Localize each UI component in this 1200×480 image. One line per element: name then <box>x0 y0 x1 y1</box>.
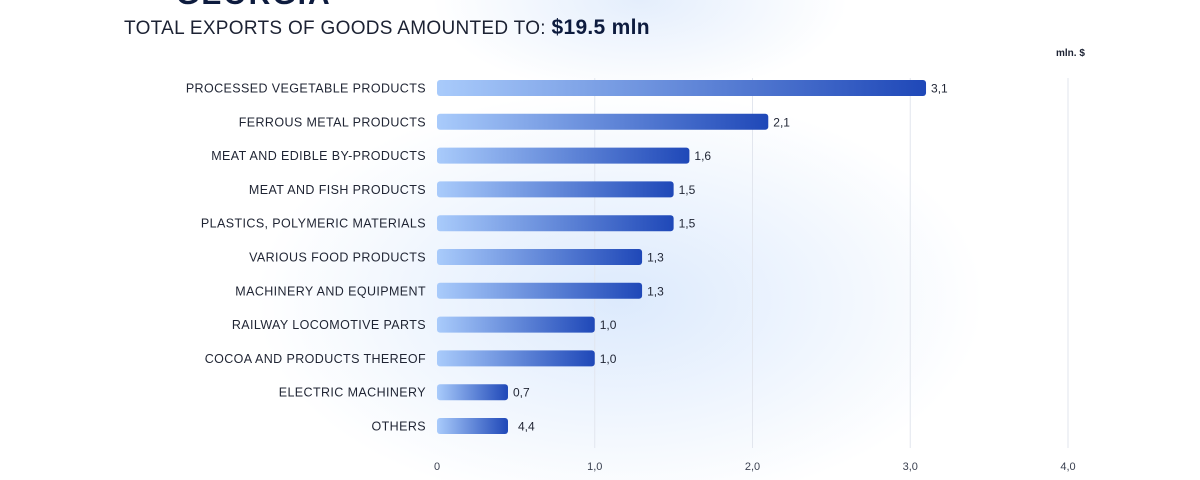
bars <box>437 80 927 434</box>
category-label: MACHINERY AND EQUIPMENT <box>235 284 426 298</box>
bar <box>437 384 508 401</box>
bar <box>437 249 643 265</box>
x-tick-label: 0 <box>434 461 440 473</box>
category-labels: PROCESSED VEGETABLE PRODUCTS 3,1 FERROUS M… <box>186 82 948 434</box>
category-label: FERROUS METAL PRODUCTS <box>239 115 426 129</box>
x-tick-label: 3,0 <box>903 461 918 473</box>
bar <box>437 80 927 96</box>
x-axis-ticks: 0 1,0 2,0 3,0 4,0 <box>434 461 1076 473</box>
category-label: OTHERS <box>372 420 427 434</box>
value-label: 1,5 <box>679 183 696 197</box>
value-label: 1,5 <box>679 217 696 231</box>
category-label: COCOA AND PRODUCTS THEREOF <box>205 352 426 366</box>
category-label: MEAT AND EDIBLE BY-PRODUCTS <box>211 149 426 163</box>
value-label: 1,0 <box>600 318 617 332</box>
unit-label: mln. $ <box>1056 48 1085 59</box>
bar <box>437 113 769 130</box>
headline-prefix: TOTAL EXPORTS OF GOODS AMOUNTED TO: <box>124 18 546 39</box>
bar <box>437 147 690 164</box>
x-tick-label: 4,0 <box>1060 461 1075 473</box>
category-label: RAILWAY LOCOMOTIVE PARTS <box>232 318 426 332</box>
headline-amount: $19.5 mln <box>551 16 650 39</box>
bar <box>437 181 674 198</box>
value-label: 1,3 <box>647 284 664 298</box>
category-label: PROCESSED VEGETABLE PRODUCTS <box>186 82 426 96</box>
category-label: ELECTRIC MACHINERY <box>279 386 427 400</box>
category-label: VARIOUS FOOD PRODUCTS <box>249 251 426 265</box>
value-label: 0,7 <box>513 386 530 400</box>
value-label: 1,3 <box>647 251 664 265</box>
bar <box>437 418 508 434</box>
headline: TOTAL EXPORTS OF GOODS AMOUNTED TO: $19.… <box>124 16 650 40</box>
value-label: 2,1 <box>773 115 790 129</box>
category-label: PLASTICS, POLYMERIC MATERIALS <box>201 217 426 231</box>
value-label: 3,1 <box>931 82 948 96</box>
value-label: 1,6 <box>694 149 711 163</box>
value-label: 1,0 <box>600 352 617 366</box>
value-label: 4,4 <box>518 420 535 434</box>
grid-lines <box>594 78 1069 448</box>
bar <box>437 316 595 333</box>
x-tick-label: 2,0 <box>745 461 760 473</box>
bar <box>437 282 643 299</box>
x-tick-label: 1,0 <box>587 461 602 473</box>
country-title: GEORGIA <box>176 0 332 12</box>
bar <box>437 215 674 232</box>
category-label: MEAT AND FISH PRODUCTS <box>249 183 426 197</box>
bar <box>437 350 595 367</box>
